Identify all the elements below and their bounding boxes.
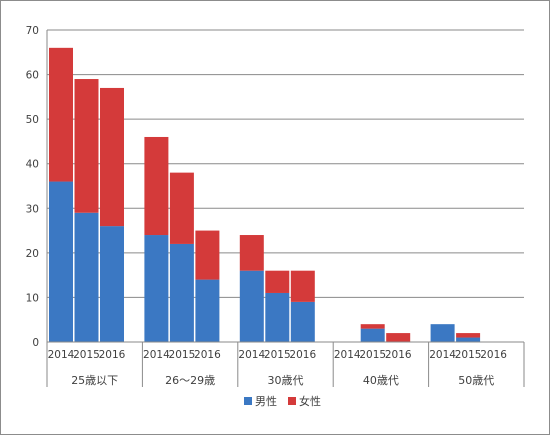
x-year-label: 2016 — [480, 349, 507, 361]
bar-female-30歳代-2016 — [290, 270, 315, 302]
x-year-label: 2014 — [238, 349, 265, 361]
y-tick-label: 20 — [26, 248, 39, 260]
bar-male-30歳代-2015 — [265, 292, 290, 342]
bar-male-50歳代-2015 — [456, 337, 481, 342]
y-tick-label: 40 — [26, 159, 39, 171]
bar-male-26～29歳-2015 — [169, 243, 194, 342]
legend-label: 女性 — [299, 394, 321, 408]
x-group-label: 40歳代 — [363, 374, 399, 387]
x-year-label: 2016 — [289, 349, 316, 361]
x-group-label: 26～29歳 — [165, 374, 215, 387]
y-tick-label: 0 — [32, 337, 39, 349]
bar-female-25歳以下-2015 — [74, 79, 99, 213]
bar-female-50歳代-2015 — [456, 333, 481, 338]
legend-label: 男性 — [255, 394, 277, 408]
x-year-label: 2016 — [194, 349, 221, 361]
bar-female-30歳代-2015 — [265, 270, 290, 293]
bar-female-40歳代-2016 — [386, 333, 411, 342]
x-year-label: 2016 — [99, 349, 126, 361]
bar-male-30歳代-2014 — [239, 270, 264, 342]
bar-female-30歳代-2014 — [239, 235, 264, 271]
x-year-label: 2014 — [48, 349, 75, 361]
x-year-label: 2015 — [455, 349, 482, 361]
bar-male-26～29歳-2014 — [144, 235, 169, 342]
bar-male-25歳以下-2015 — [74, 212, 99, 342]
legend-swatch-0 — [244, 397, 252, 405]
bar-male-50歳代-2014 — [430, 324, 455, 342]
y-tick-label: 50 — [26, 114, 39, 126]
x-year-label: 2015 — [73, 349, 100, 361]
bar-female-26～29歳-2014 — [144, 136, 169, 236]
bar-male-26～29歳-2016 — [195, 279, 220, 342]
bar-female-25歳以下-2016 — [100, 87, 124, 227]
x-group-label: 25歳以下 — [71, 374, 118, 387]
y-tick-label: 60 — [26, 70, 39, 82]
bar-female-26～29歳-2016 — [195, 230, 220, 280]
bar-male-30歳代-2016 — [290, 301, 315, 342]
bar-male-40歳代-2015 — [360, 328, 385, 342]
x-group-label: 50歳代 — [458, 374, 494, 387]
bar-female-26～29歳-2015 — [169, 172, 194, 244]
x-year-label: 2014 — [429, 349, 456, 361]
x-year-label: 2014 — [334, 349, 361, 361]
bar-male-25歳以下-2014 — [49, 181, 73, 342]
x-year-label: 2015 — [169, 349, 196, 361]
bar-female-25歳以下-2014 — [49, 47, 73, 182]
x-year-label: 2015 — [264, 349, 291, 361]
y-tick-label: 30 — [26, 203, 39, 215]
legend-swatch-1 — [288, 397, 296, 405]
y-tick-label: 10 — [26, 292, 39, 304]
bar-male-25歳以下-2016 — [100, 226, 124, 342]
bar-female-40歳代-2015 — [360, 324, 385, 329]
x-group-label: 30歳代 — [268, 374, 304, 387]
x-year-label: 2015 — [359, 349, 386, 361]
x-year-label: 2014 — [143, 349, 170, 361]
y-tick-label: 70 — [26, 25, 39, 37]
x-year-label: 2016 — [385, 349, 412, 361]
